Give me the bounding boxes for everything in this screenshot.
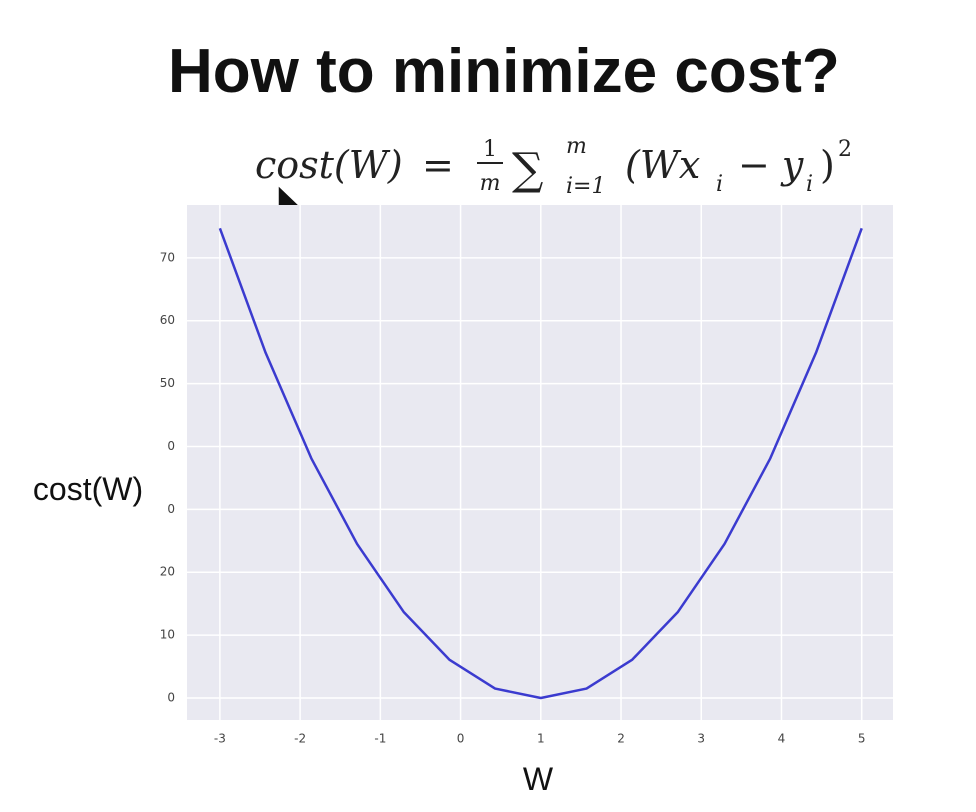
formula-text: − y [738,143,804,187]
formula-text: ∑ [512,144,543,195]
formula-text: ) [820,143,835,187]
y-tick-label: 0 [167,502,175,516]
data-line [218,227,863,700]
x-tick-label: 2 [617,732,625,746]
formula-text: 2 [838,137,852,162]
formula: cost(W) = 1 m ∑ m i=1 (Wx i − y i ) 2 [255,134,852,199]
formula-text: i=1 [566,174,605,199]
y-tick-label: 0 [167,439,175,453]
x-tick-label: 4 [778,732,786,746]
y-tick-label: 50 [160,376,175,390]
y-tick-label: 70 [160,250,175,264]
x-tick-label: 0 [457,732,465,746]
y-tick-label: 60 [160,313,175,327]
formula-text: i [716,172,723,197]
x-tick-label: -1 [374,732,386,746]
formula-text: i [806,172,813,197]
formula-text: m [480,171,501,196]
x-tick-label: -3 [214,732,226,746]
x-axis-label: W [523,761,554,797]
y-axis-label: cost(W) [33,471,143,507]
formula-text: m [566,134,587,159]
formula-text: 1 [483,137,497,162]
x-tick-label: -2 [294,732,306,746]
x-tick-label: 1 [537,732,545,746]
y-tick-label: 0 [167,690,175,704]
chart-title: How to minimize cost? [168,37,840,106]
x-tick-label: 5 [858,732,866,746]
formula-text: = [422,143,454,187]
plot-area [187,205,893,720]
x-tick-label: 3 [697,732,705,746]
y-tick-label: 20 [160,565,175,579]
formula-text: cost(W) [255,143,403,187]
formula-text: (Wx [625,143,700,187]
y-tick-label: 10 [160,628,175,642]
